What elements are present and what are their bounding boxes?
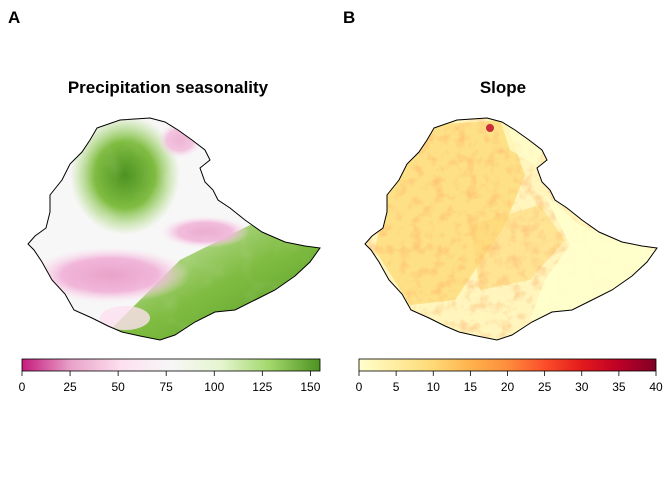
- panel-b-colorbar-tick-label: 15: [463, 380, 478, 394]
- panel-b-colorbar-tick-label: 10: [426, 380, 440, 394]
- panel-a-colorbar-tick-label: 25: [63, 380, 77, 394]
- panel-a-title: Precipitation seasonality: [67, 78, 269, 97]
- panel-b-title: Slope: [479, 78, 527, 97]
- panel-b-letter: B: [343, 8, 356, 27]
- panel-a-colorbar-tick-label: 75: [159, 380, 173, 394]
- panel-b-colorbar-tick-label: 0: [355, 380, 363, 394]
- panel-a-colorbar-tick-label: 150: [300, 380, 321, 394]
- panel-a-colorbar-tick-label: 125: [252, 380, 273, 394]
- panel-a-letter: A: [8, 8, 21, 27]
- panel-b-colorbar-tick-label: 20: [500, 380, 515, 394]
- panel-b-colorbar-tick-label: 5: [392, 380, 400, 394]
- panel-b-colorbar-tick-label: 35: [612, 380, 626, 394]
- panel-b-colorbar-tick-label: 30: [575, 380, 589, 394]
- panel-a-colorbar: [21, 358, 321, 376]
- precipitation-seasonality-map: [28, 118, 320, 340]
- slope-map: [365, 118, 657, 340]
- panel-a-colorbar-tick-label: 0: [18, 380, 26, 394]
- panel-b-colorbar-tick-label: 40: [649, 380, 663, 394]
- panel-b-colorbar-tick-label: 25: [537, 380, 552, 394]
- panel-a-colorbar-tick-label: 100: [204, 380, 225, 394]
- panel-a-colorbar-tick-label: 50: [111, 380, 125, 394]
- panel-b-colorbar: [358, 358, 657, 376]
